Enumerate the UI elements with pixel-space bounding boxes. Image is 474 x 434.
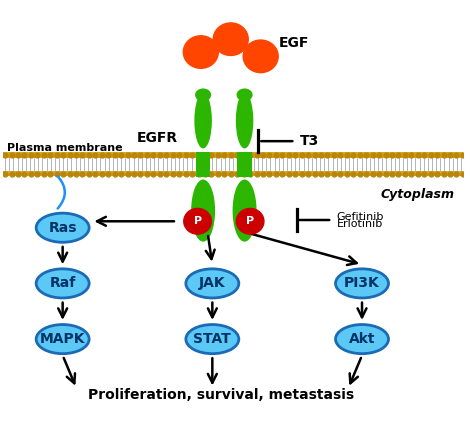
Circle shape	[243, 40, 278, 72]
Ellipse shape	[336, 269, 389, 298]
Text: EGFR: EGFR	[137, 131, 178, 145]
Text: Cytoplasm: Cytoplasm	[381, 188, 455, 201]
Ellipse shape	[233, 180, 256, 242]
Circle shape	[236, 208, 264, 234]
Ellipse shape	[36, 325, 89, 354]
Text: Plasma membrane: Plasma membrane	[8, 144, 123, 154]
Ellipse shape	[186, 325, 239, 354]
Text: Akt: Akt	[349, 332, 375, 346]
Text: Proliferation, survival, metastasis: Proliferation, survival, metastasis	[89, 388, 355, 402]
FancyBboxPatch shape	[237, 152, 252, 177]
Ellipse shape	[195, 89, 211, 101]
Ellipse shape	[36, 213, 89, 242]
Ellipse shape	[237, 89, 253, 101]
Text: MAPK: MAPK	[40, 332, 85, 346]
Ellipse shape	[186, 269, 239, 298]
Text: Gefitinib: Gefitinib	[337, 212, 384, 222]
FancyBboxPatch shape	[3, 152, 464, 158]
Text: Raf: Raf	[49, 276, 76, 290]
Text: Erlotinib: Erlotinib	[337, 219, 383, 229]
Ellipse shape	[191, 180, 215, 242]
Circle shape	[183, 36, 219, 68]
FancyBboxPatch shape	[196, 152, 210, 177]
FancyBboxPatch shape	[3, 171, 464, 176]
Text: STAT: STAT	[193, 332, 231, 346]
Text: EGF: EGF	[279, 36, 310, 50]
Text: PI3K: PI3K	[344, 276, 380, 290]
Ellipse shape	[36, 269, 89, 298]
Text: P: P	[193, 216, 201, 226]
Circle shape	[184, 208, 211, 234]
Text: Ras: Ras	[48, 221, 77, 235]
Circle shape	[213, 23, 248, 56]
Ellipse shape	[194, 93, 212, 148]
Text: JAK: JAK	[199, 276, 226, 290]
Text: P: P	[246, 216, 254, 226]
FancyBboxPatch shape	[3, 158, 464, 171]
Ellipse shape	[236, 93, 253, 148]
Ellipse shape	[336, 325, 389, 354]
Text: T3: T3	[300, 134, 319, 148]
